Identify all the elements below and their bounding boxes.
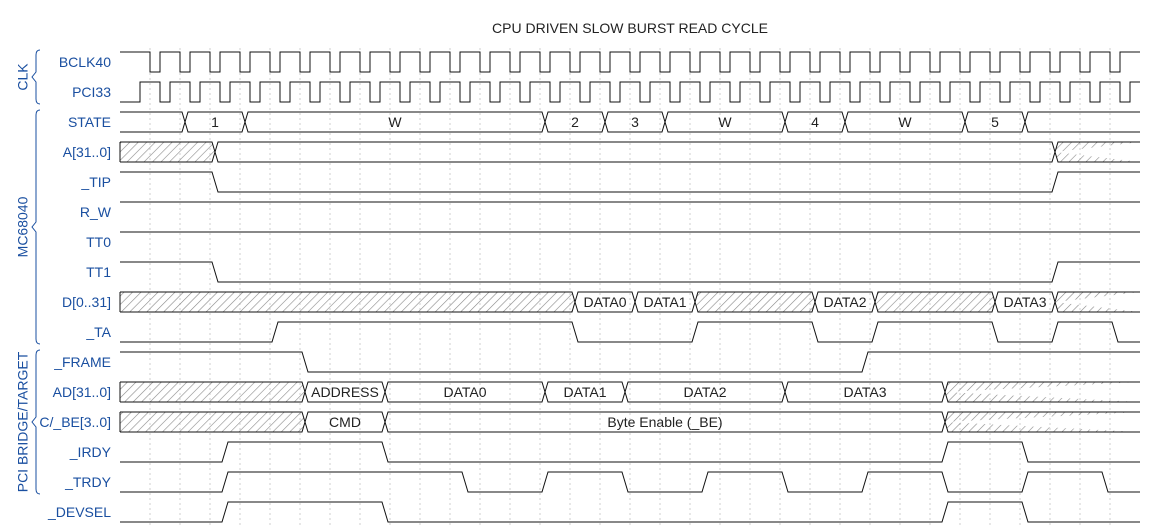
bus-value-data2: DATA2 <box>683 384 726 400</box>
bus-value-w: W <box>718 114 732 130</box>
bus-value-address: ADDRESS <box>311 384 379 400</box>
signal-label-pci33: PCI33 <box>72 84 111 100</box>
clock-trace <box>120 51 1140 73</box>
bus-value-data0: DATA0 <box>443 384 486 400</box>
signal-label-ad-31-0: AD[31..0] <box>53 384 111 400</box>
bus-value-data3: DATA3 <box>1003 294 1046 310</box>
waveform-pci33 <box>120 81 1140 103</box>
group-brace-mc68040 <box>31 109 41 345</box>
waveform-a-31-0 <box>119 141 1140 163</box>
bus-value-data1: DATA1 <box>643 294 686 310</box>
group-label-mc68040: MC68040 <box>15 196 31 257</box>
bus-value-data2: DATA2 <box>823 294 866 310</box>
group-brace-clk <box>31 49 41 105</box>
signal-labels: BCLK40 PCI33 STATE A[31..0] _TIP R_W TT0 TT1 D[0… <box>39 54 111 520</box>
bus-value-data3: DATA3 <box>843 384 886 400</box>
signal-label-state: STATE <box>68 114 111 130</box>
group-braces: CLK MC68040 PCI BRIDGE/TARGET <box>15 49 41 495</box>
signal-waveforms: 1 W 2 3 W 4 W 5 DATA0 DATA1 DATA2 DATA3 ADDRESS DATA0… <box>119 51 1140 523</box>
signal-label-irdy: _IRDY <box>69 444 112 460</box>
signal-label-r-w: R_W <box>80 204 112 220</box>
waveform-ad-31-0: ADDRESS DATA0 DATA1 DATA2 DATA3 <box>119 381 1140 403</box>
bus-value-4: 4 <box>811 114 819 130</box>
signal-label-ta: _TA <box>85 324 111 340</box>
diagram-title: CPU DRIVEN SLOW BURST READ CYCLE <box>492 20 768 36</box>
signal-label-d-0-31: D[0..31] <box>62 294 111 310</box>
bus-value-data1: DATA1 <box>563 384 606 400</box>
bus-segment-undefined <box>944 381 1140 403</box>
waveform-ta <box>120 321 1140 343</box>
bus-value-w: W <box>898 114 912 130</box>
bus-segment-undefined <box>120 411 306 433</box>
bus-value-5: 5 <box>991 114 999 130</box>
waveform-devsel <box>120 501 1140 523</box>
bus-segment-undefined <box>120 381 306 403</box>
signal-label-a-31-0: A[31..0] <box>63 144 111 160</box>
bus-segment-undefined <box>874 291 996 313</box>
signal-label-bclk40: BCLK40 <box>59 54 111 70</box>
bus-value-1: 1 <box>211 114 219 130</box>
signal-trace <box>120 501 1140 523</box>
waveform-c-be-3-0: CMD Byte Enable (_BE) <box>119 411 1140 433</box>
bus-segment-undefined <box>1054 141 1140 163</box>
waveform-state: 1 W 2 3 W 4 W 5 <box>120 111 1140 133</box>
group-label-pci-bridge-target: PCI BRIDGE/TARGET <box>15 351 31 492</box>
waveform-bclk40 <box>120 51 1140 73</box>
bus-segment <box>214 141 1056 163</box>
waveform-d-0-31: DATA0 DATA1 DATA2 DATA3 <box>119 291 1140 313</box>
clock-trace <box>120 81 1140 103</box>
bus-segment <box>120 111 186 133</box>
bus-segment-undefined <box>120 141 216 163</box>
bus-value-2: 2 <box>571 114 579 130</box>
group-label-clk: CLK <box>15 63 31 91</box>
bus-segment-undefined <box>120 291 576 313</box>
signal-label-devsel: _DEVSEL <box>47 504 111 520</box>
bus-value-w: W <box>388 114 402 130</box>
bus-segment-undefined <box>694 291 816 313</box>
signal-label-tip: _TIP <box>80 174 111 190</box>
bus-segment-undefined <box>944 411 1140 433</box>
waveform-irdy <box>120 441 1140 463</box>
signal-label-tt1: TT1 <box>86 264 111 280</box>
waveform-trdy <box>120 471 1140 493</box>
signal-label-tt0: TT0 <box>86 234 111 250</box>
bus-value-3: 3 <box>631 114 639 130</box>
waveform-frame <box>120 351 1140 373</box>
bus-segment-undefined <box>1054 291 1140 313</box>
signal-label-trdy: _TRDY <box>64 474 112 490</box>
bus-segment <box>1024 111 1140 133</box>
signal-label-c-be-3-0: C/_BE[3..0] <box>39 414 111 430</box>
signal-trace <box>120 321 1140 343</box>
bus-value-cmd: CMD <box>329 414 361 430</box>
signal-trace <box>120 441 1140 463</box>
signal-trace <box>120 171 1140 193</box>
signal-trace <box>120 261 1140 283</box>
signal-trace <box>120 471 1140 493</box>
bus-value-byte-enable-be: Byte Enable (_BE) <box>607 414 722 430</box>
waveform-tt1 <box>120 261 1140 283</box>
signal-label-frame: _FRAME <box>53 354 111 370</box>
waveform-tip <box>120 171 1140 193</box>
bus-value-data0: DATA0 <box>583 294 626 310</box>
group-brace-pci-bridge-target <box>31 349 41 495</box>
signal-trace <box>120 351 1140 373</box>
